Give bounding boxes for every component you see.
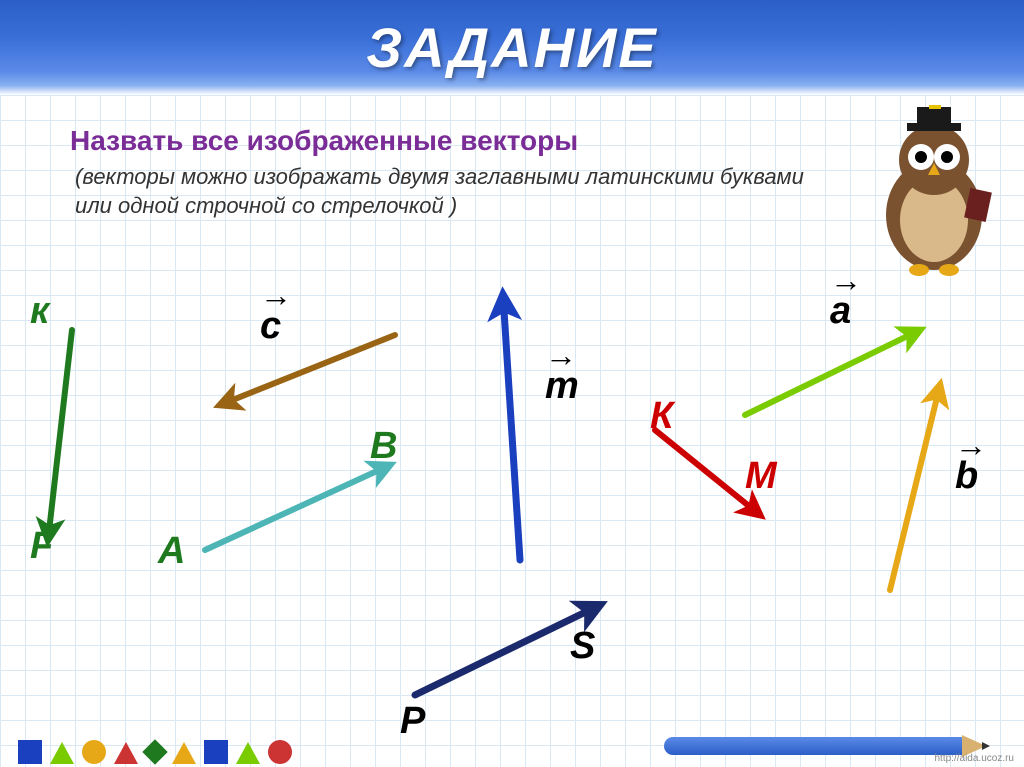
vector-c [220,335,395,405]
triangle-shape [172,742,196,764]
vector-label-AB: A [158,530,185,573]
watermark: http://aida.ucoz.ru [935,753,1015,764]
vector-label-kF: F [30,525,53,568]
owl-illustration [859,105,1009,285]
task-heading: Назвать все изображенные векторы [70,125,578,157]
vector-a [745,330,920,415]
vector-label-KM: К [650,395,673,438]
vector-b [890,385,940,590]
vector-label-PS: S [570,625,595,668]
square-shape [204,740,228,764]
pencil-illustration [664,737,964,755]
vector-label-KM: M [745,455,777,498]
vector-label-AB: B [370,425,397,468]
task-subtext: (векторы можно изображать двумя заглавны… [75,163,835,220]
overarrow-icon: → [545,337,577,374]
overarrow-icon: → [830,262,862,299]
circle-shape [268,740,292,764]
vector-AB [205,465,390,550]
triangle-shape [236,742,260,764]
header-band: ЗАДАНИЕ [0,0,1024,95]
vector-label-PS: P [400,700,425,743]
diamond-shape [142,739,167,764]
vector-m [503,295,520,560]
overarrow-icon: → [955,427,987,464]
content-area: Назвать все изображенные векторы (вектор… [0,95,1024,767]
overarrow-icon: → [260,277,292,314]
square-shape [18,740,42,764]
vector-label-kF: к [30,290,49,333]
triangle-shape [114,742,138,764]
page-title: ЗАДАНИЕ [366,15,657,80]
triangle-shape [50,742,74,764]
vector-kF [48,330,72,540]
circle-shape [82,740,106,764]
shapes-row [18,740,292,764]
